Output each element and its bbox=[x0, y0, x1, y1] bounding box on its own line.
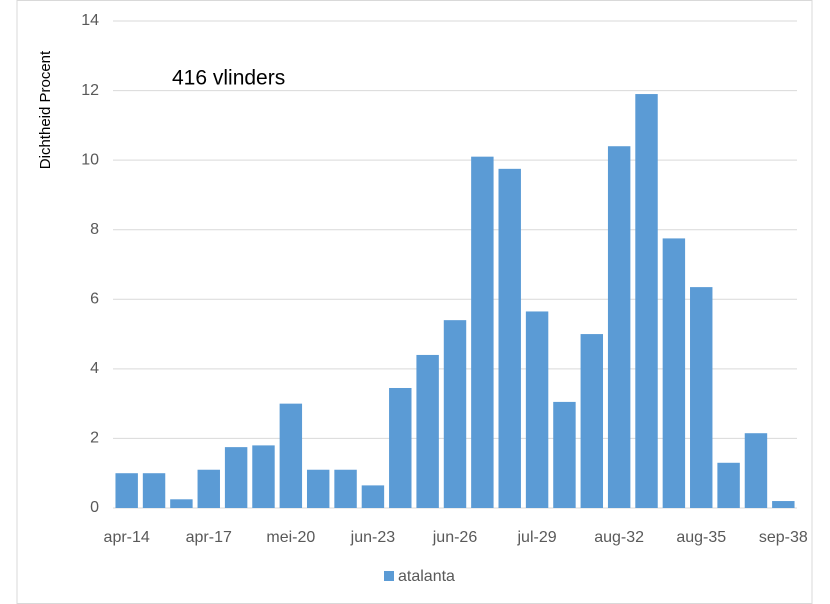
bar bbox=[170, 499, 193, 508]
x-tick-label: aug-35 bbox=[676, 529, 726, 546]
y-tick-label: 12 bbox=[81, 82, 99, 99]
bar bbox=[772, 501, 795, 508]
bar bbox=[498, 168, 521, 508]
x-tick-label: mei-20 bbox=[266, 529, 315, 546]
bar bbox=[416, 354, 439, 508]
x-tick-label: jul-29 bbox=[517, 529, 557, 546]
bar bbox=[224, 447, 248, 508]
bar bbox=[279, 403, 303, 508]
bar bbox=[580, 334, 604, 508]
x-tick-label: sep-38 bbox=[759, 529, 808, 546]
legend-swatch bbox=[384, 571, 394, 581]
x-tick-label: apr-14 bbox=[104, 529, 150, 546]
bar bbox=[197, 469, 220, 508]
y-tick-label: 14 bbox=[81, 12, 99, 29]
bar bbox=[334, 469, 357, 508]
bar bbox=[252, 445, 275, 508]
x-tick-label: jun-23 bbox=[350, 529, 396, 546]
bar bbox=[306, 469, 330, 508]
bar bbox=[607, 146, 631, 508]
bar bbox=[525, 311, 549, 508]
bar bbox=[361, 485, 385, 508]
bar bbox=[443, 320, 467, 508]
y-axis-title: Dichtheid Procent bbox=[37, 50, 54, 169]
bar bbox=[635, 94, 658, 509]
y-tick-label: 2 bbox=[90, 430, 99, 447]
x-tick-label: aug-32 bbox=[594, 529, 644, 546]
x-tick-label: jun-26 bbox=[432, 529, 478, 546]
bar bbox=[662, 238, 686, 509]
y-tick-label: 10 bbox=[81, 151, 99, 168]
y-tick-label: 8 bbox=[90, 221, 99, 238]
legend-label: atalanta bbox=[398, 568, 455, 585]
bar bbox=[471, 156, 494, 508]
x-tick-label: apr-17 bbox=[186, 529, 232, 546]
bar bbox=[115, 473, 138, 508]
bar bbox=[389, 387, 412, 508]
bar bbox=[690, 287, 713, 508]
bar bbox=[142, 473, 166, 508]
bar bbox=[553, 401, 576, 508]
y-tick-label: 4 bbox=[90, 360, 99, 377]
y-tick-label: 0 bbox=[90, 499, 99, 516]
annotation: 416 vlinders bbox=[172, 67, 285, 90]
y-tick-label: 6 bbox=[90, 291, 99, 308]
bar bbox=[744, 433, 768, 508]
bar bbox=[717, 462, 740, 508]
